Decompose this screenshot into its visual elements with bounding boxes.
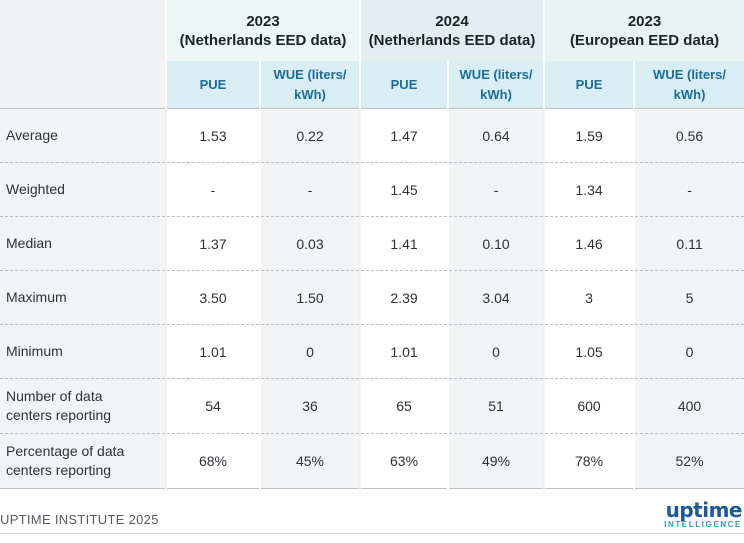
row-label-line: centers reporting <box>6 407 112 423</box>
table-row: Maximum 3.50 1.50 2.39 3.04 3 5 <box>0 270 744 325</box>
table-cell: 1.01 <box>359 324 449 379</box>
table-cell: 0.22 <box>258 108 361 163</box>
data-table: 2023 (Netherlands EED data) 2024 (Nether… <box>0 0 744 489</box>
row-label: Average <box>0 108 166 163</box>
group-source: (Netherlands EED data) <box>368 31 536 49</box>
table-cell: 0 <box>258 324 361 379</box>
column-header-pue: PUE <box>165 61 260 109</box>
row-label: Minimum <box>0 324 166 379</box>
table-cell: 0.56 <box>633 108 744 163</box>
table-cell: 1.46 <box>543 216 635 271</box>
table-cell: 0 <box>447 324 545 379</box>
column-header-wue: WUE (liters/kWh) <box>447 61 545 109</box>
table-cell: 51 <box>447 378 545 434</box>
row-label-line: Weighted <box>6 181 65 197</box>
table-cell: 78% <box>543 433 635 489</box>
row-label: Number of data centers reporting <box>0 378 166 434</box>
column-header-wue: WUE (liters/kWh) <box>258 61 361 109</box>
table-cell: 1.50 <box>258 270 361 325</box>
column-header-pue: PUE <box>359 61 449 109</box>
table-row: Percentage of data centers reporting 68% 45… <box>0 433 744 489</box>
table-cell: 65 <box>359 378 449 434</box>
source-credit: UPTIME INSTITUTE 2025 <box>0 512 159 527</box>
row-label: Median <box>0 216 166 271</box>
table-cell: 600 <box>543 378 635 434</box>
row-label-line: Minimum <box>6 343 63 359</box>
table-cell: 1.01 <box>165 324 260 379</box>
table-cell: 0.10 <box>447 216 545 271</box>
table-row: Average 1.53 0.22 1.47 0.64 1.59 0.56 <box>0 108 744 163</box>
group-header-2: 2024 (Netherlands EED data) <box>359 0 545 61</box>
row-label-line: Percentage of data <box>6 443 125 459</box>
table-cell: 2.39 <box>359 270 449 325</box>
row-label-line: Average <box>6 127 58 143</box>
table-cell: 3.50 <box>165 270 260 325</box>
table-cell: 52% <box>633 433 744 489</box>
column-header-wue: WUE (liters/kWh) <box>633 61 744 109</box>
table-cell: 0 <box>633 324 744 379</box>
table-cell: - <box>258 162 361 217</box>
table-row: Number of data centers reporting 54 36 65 51 6… <box>0 378 744 434</box>
group-source: (Netherlands EED data) <box>179 31 347 49</box>
group-header-1: 2023 (Netherlands EED data) <box>164 0 361 61</box>
row-label: Weighted <box>0 162 166 217</box>
table-cell: 63% <box>359 433 449 489</box>
table-cell: 1.53 <box>165 108 260 163</box>
uptime-logo: uptime INTELLIGENCE <box>664 500 742 529</box>
table-body: Average 1.53 0.22 1.47 0.64 1.59 0.56 Weighted -… <box>0 108 744 489</box>
footer-divider <box>0 533 744 534</box>
logo-subtitle: INTELLIGENCE <box>664 520 742 529</box>
group-year: 2023 <box>246 12 280 30</box>
group-source: (European EED data) <box>569 31 720 49</box>
table-cell: 36 <box>258 378 361 434</box>
table-cell: 54 <box>165 378 260 434</box>
row-label-line: Number of data <box>6 388 103 404</box>
table-cell: 0.64 <box>447 108 545 163</box>
table-cell: 1.05 <box>543 324 635 379</box>
row-label: Maximum <box>0 270 166 325</box>
row-label: Percentage of data centers reporting <box>0 433 166 489</box>
row-label-line: Median <box>6 235 52 251</box>
table-cell: 45% <box>258 433 361 489</box>
column-header-row: PUE WUE (liters/kWh) PUE WUE (liters/kWh… <box>0 61 744 109</box>
row-label-line: centers reporting <box>6 462 112 478</box>
table-row: Minimum 1.01 0 1.01 0 1.05 0 <box>0 324 744 379</box>
table-cell: 1.59 <box>543 108 635 163</box>
table-cell: 49% <box>447 433 545 489</box>
table-cell: - <box>165 162 260 217</box>
row-label-line: Maximum <box>6 289 67 305</box>
table-cell: - <box>447 162 545 217</box>
table-cell: 0.03 <box>258 216 361 271</box>
table-cell: 1.45 <box>359 162 449 217</box>
corner-cell <box>0 0 166 109</box>
table-cell: 1.37 <box>165 216 260 271</box>
table-cell: 400 <box>633 378 744 434</box>
group-header-3: 2023 (European EED data) <box>543 0 744 61</box>
group-year: 2023 <box>627 12 662 30</box>
table-cell: 1.34 <box>543 162 635 217</box>
table-cell: 3 <box>543 270 635 325</box>
column-header-pue: PUE <box>543 61 635 109</box>
table-cell: 68% <box>165 433 260 489</box>
group-year: 2024 <box>435 12 469 30</box>
table-row: Weighted - -1.45-1.34- <box>0 162 744 217</box>
table-cell: - <box>633 162 744 217</box>
logo-word: uptime <box>665 498 743 522</box>
table-cell: 5 <box>633 270 744 325</box>
table-cell: 1.47 <box>359 108 449 163</box>
table-cell: 0.11 <box>633 216 744 271</box>
table-row: Median 1.37 0.03 1.41 0.10 1.46 0.11 <box>0 216 744 271</box>
table-cell: 3.04 <box>447 270 545 325</box>
group-header-row: 2023 (Netherlands EED data) 2024 (Nether… <box>0 0 744 109</box>
table-cell: 1.41 <box>359 216 449 271</box>
